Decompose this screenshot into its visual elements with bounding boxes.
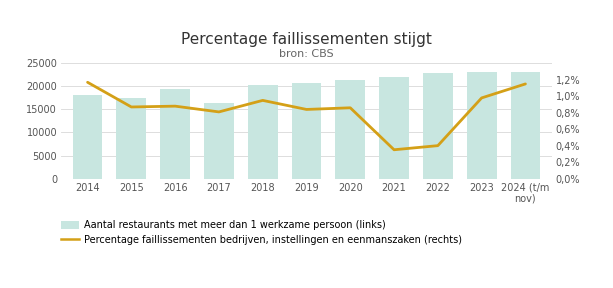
Bar [466,72,497,179]
Bar [423,73,453,179]
Bar [160,89,190,179]
Bar [511,72,540,179]
Bar [248,86,278,179]
Bar [335,80,365,179]
Bar [204,103,234,179]
Title: Percentage faillissementen stijgt: Percentage faillissementen stijgt [181,32,432,47]
Legend: Aantal restaurants met meer dan 1 werkzame persoon (links), Percentage faillisse: Aantal restaurants met meer dan 1 werkza… [61,220,462,245]
Bar [379,77,409,179]
Bar [292,83,321,179]
Text: bron: CBS: bron: CBS [279,49,334,59]
Bar [73,95,102,179]
Bar [116,98,147,179]
